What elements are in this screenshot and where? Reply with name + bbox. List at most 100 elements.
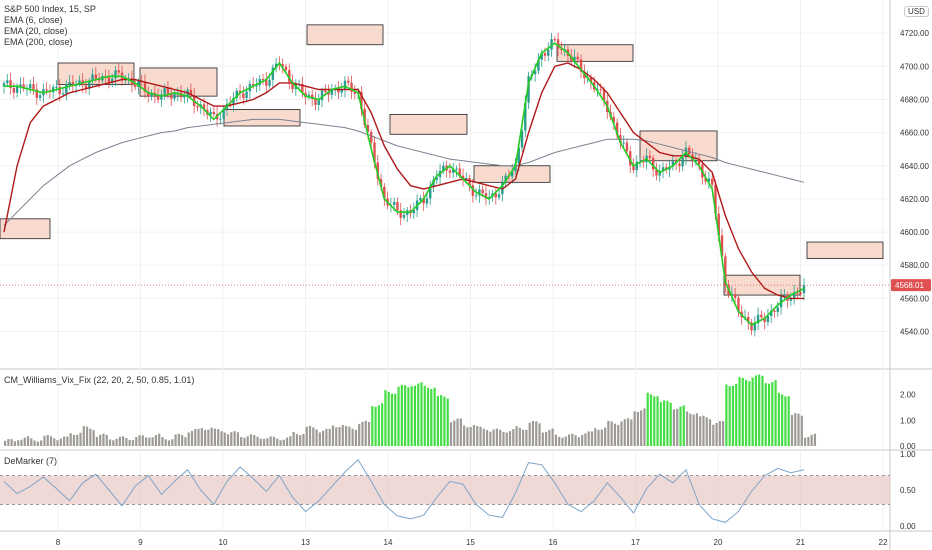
candle-body (235, 90, 238, 99)
zone-box (306, 24, 384, 46)
candle-body (9, 80, 12, 88)
vix-bar (240, 436, 243, 446)
vix-bar (804, 437, 807, 446)
candle-body (170, 93, 173, 99)
candle-body (183, 95, 186, 98)
candle-body (537, 59, 540, 71)
vix-bar (531, 420, 535, 446)
vix-bar (781, 394, 784, 446)
demarker-pane (0, 459, 890, 523)
demarker-line (3, 459, 805, 523)
vix-bar (463, 425, 466, 446)
currency-label[interactable]: USD (904, 6, 929, 17)
candle-body (38, 95, 42, 98)
candle-body (196, 106, 199, 108)
vix-bar (672, 409, 676, 446)
candle-body (350, 82, 353, 93)
vix-bar (777, 392, 780, 446)
candle-body (366, 125, 370, 132)
vix-bar (456, 418, 459, 446)
last-price-text: 4568.01 (895, 281, 924, 290)
candle-body (353, 92, 357, 94)
candle-body (143, 81, 147, 92)
candle-body (710, 178, 714, 185)
vix-bar (187, 432, 190, 446)
vix-bar (640, 410, 643, 446)
candle-body (55, 86, 58, 88)
demarker-y-tick: 0.50 (900, 486, 916, 495)
candle-body (776, 307, 779, 312)
candle-body (271, 67, 275, 80)
vix-bar (397, 386, 400, 446)
legend-ema20: EMA (20, close) (4, 26, 68, 36)
vix-bar (682, 405, 685, 446)
candle-body (360, 91, 363, 109)
vix-bar (656, 396, 659, 446)
zone-box (139, 67, 218, 97)
vix-bar (689, 413, 692, 446)
vix-bar (525, 429, 528, 446)
vix-bar (194, 428, 197, 446)
vix-bar (213, 428, 217, 446)
y-tick-label: 4720.00 (900, 29, 929, 38)
vix-bar (328, 428, 331, 446)
vix-bar (561, 437, 564, 446)
vix-bar (263, 438, 266, 446)
vix-bar (626, 418, 630, 446)
zone-box (556, 44, 634, 62)
candle-body (615, 122, 619, 136)
candle-body (681, 157, 684, 167)
candle-body (268, 79, 271, 86)
vix-bar (708, 419, 712, 446)
vix-bar (712, 424, 715, 446)
vix-bar (331, 425, 335, 446)
candle-body (484, 193, 488, 199)
vix-bar (669, 402, 672, 446)
vix-bar (541, 432, 544, 446)
y-tick-label: 4680.00 (900, 95, 929, 104)
candle-body (343, 80, 347, 91)
vix-bar (66, 436, 69, 446)
vix-bar (807, 437, 810, 446)
vix-bar (797, 413, 800, 446)
vix-bar (423, 385, 426, 446)
vix-bar (718, 421, 721, 446)
legend-ema6: EMA (6, close) (4, 15, 63, 25)
candle-body (435, 177, 438, 180)
candle-body (448, 170, 452, 173)
vix-bar (722, 421, 725, 446)
vix-bar (426, 387, 430, 446)
vix-bar (469, 427, 472, 446)
vix-bar (551, 428, 554, 446)
candle-body (635, 161, 638, 171)
vix-bar (72, 434, 76, 446)
candle-body (688, 147, 691, 155)
candle-body (724, 256, 727, 286)
vix-bar (348, 426, 351, 446)
candle-body (632, 165, 635, 171)
vix-bar (705, 417, 708, 446)
vix-bar (535, 421, 538, 446)
vix-bar (594, 428, 597, 446)
candle-body (222, 108, 225, 119)
vix-bar (181, 435, 184, 446)
x-tick-label: 9 (138, 538, 143, 547)
vix-bar (354, 430, 358, 446)
vix-bar (351, 428, 354, 446)
vix-bar (40, 440, 43, 446)
vix-bar (341, 425, 344, 446)
vix-bar (151, 437, 154, 446)
y-tick-label: 4620.00 (900, 195, 929, 204)
candle-body (45, 89, 48, 91)
vix-bar (23, 437, 26, 446)
vix-bar (299, 435, 302, 446)
vix-bar (649, 394, 653, 446)
candle-body (648, 155, 652, 158)
vix-bar (522, 429, 525, 446)
candle-body (379, 178, 383, 187)
candle-body (310, 94, 314, 100)
vix-bar (69, 433, 72, 446)
demarker-y-tick: 0.00 (900, 522, 916, 531)
candle-body (392, 202, 396, 205)
vix-bar (154, 435, 158, 446)
